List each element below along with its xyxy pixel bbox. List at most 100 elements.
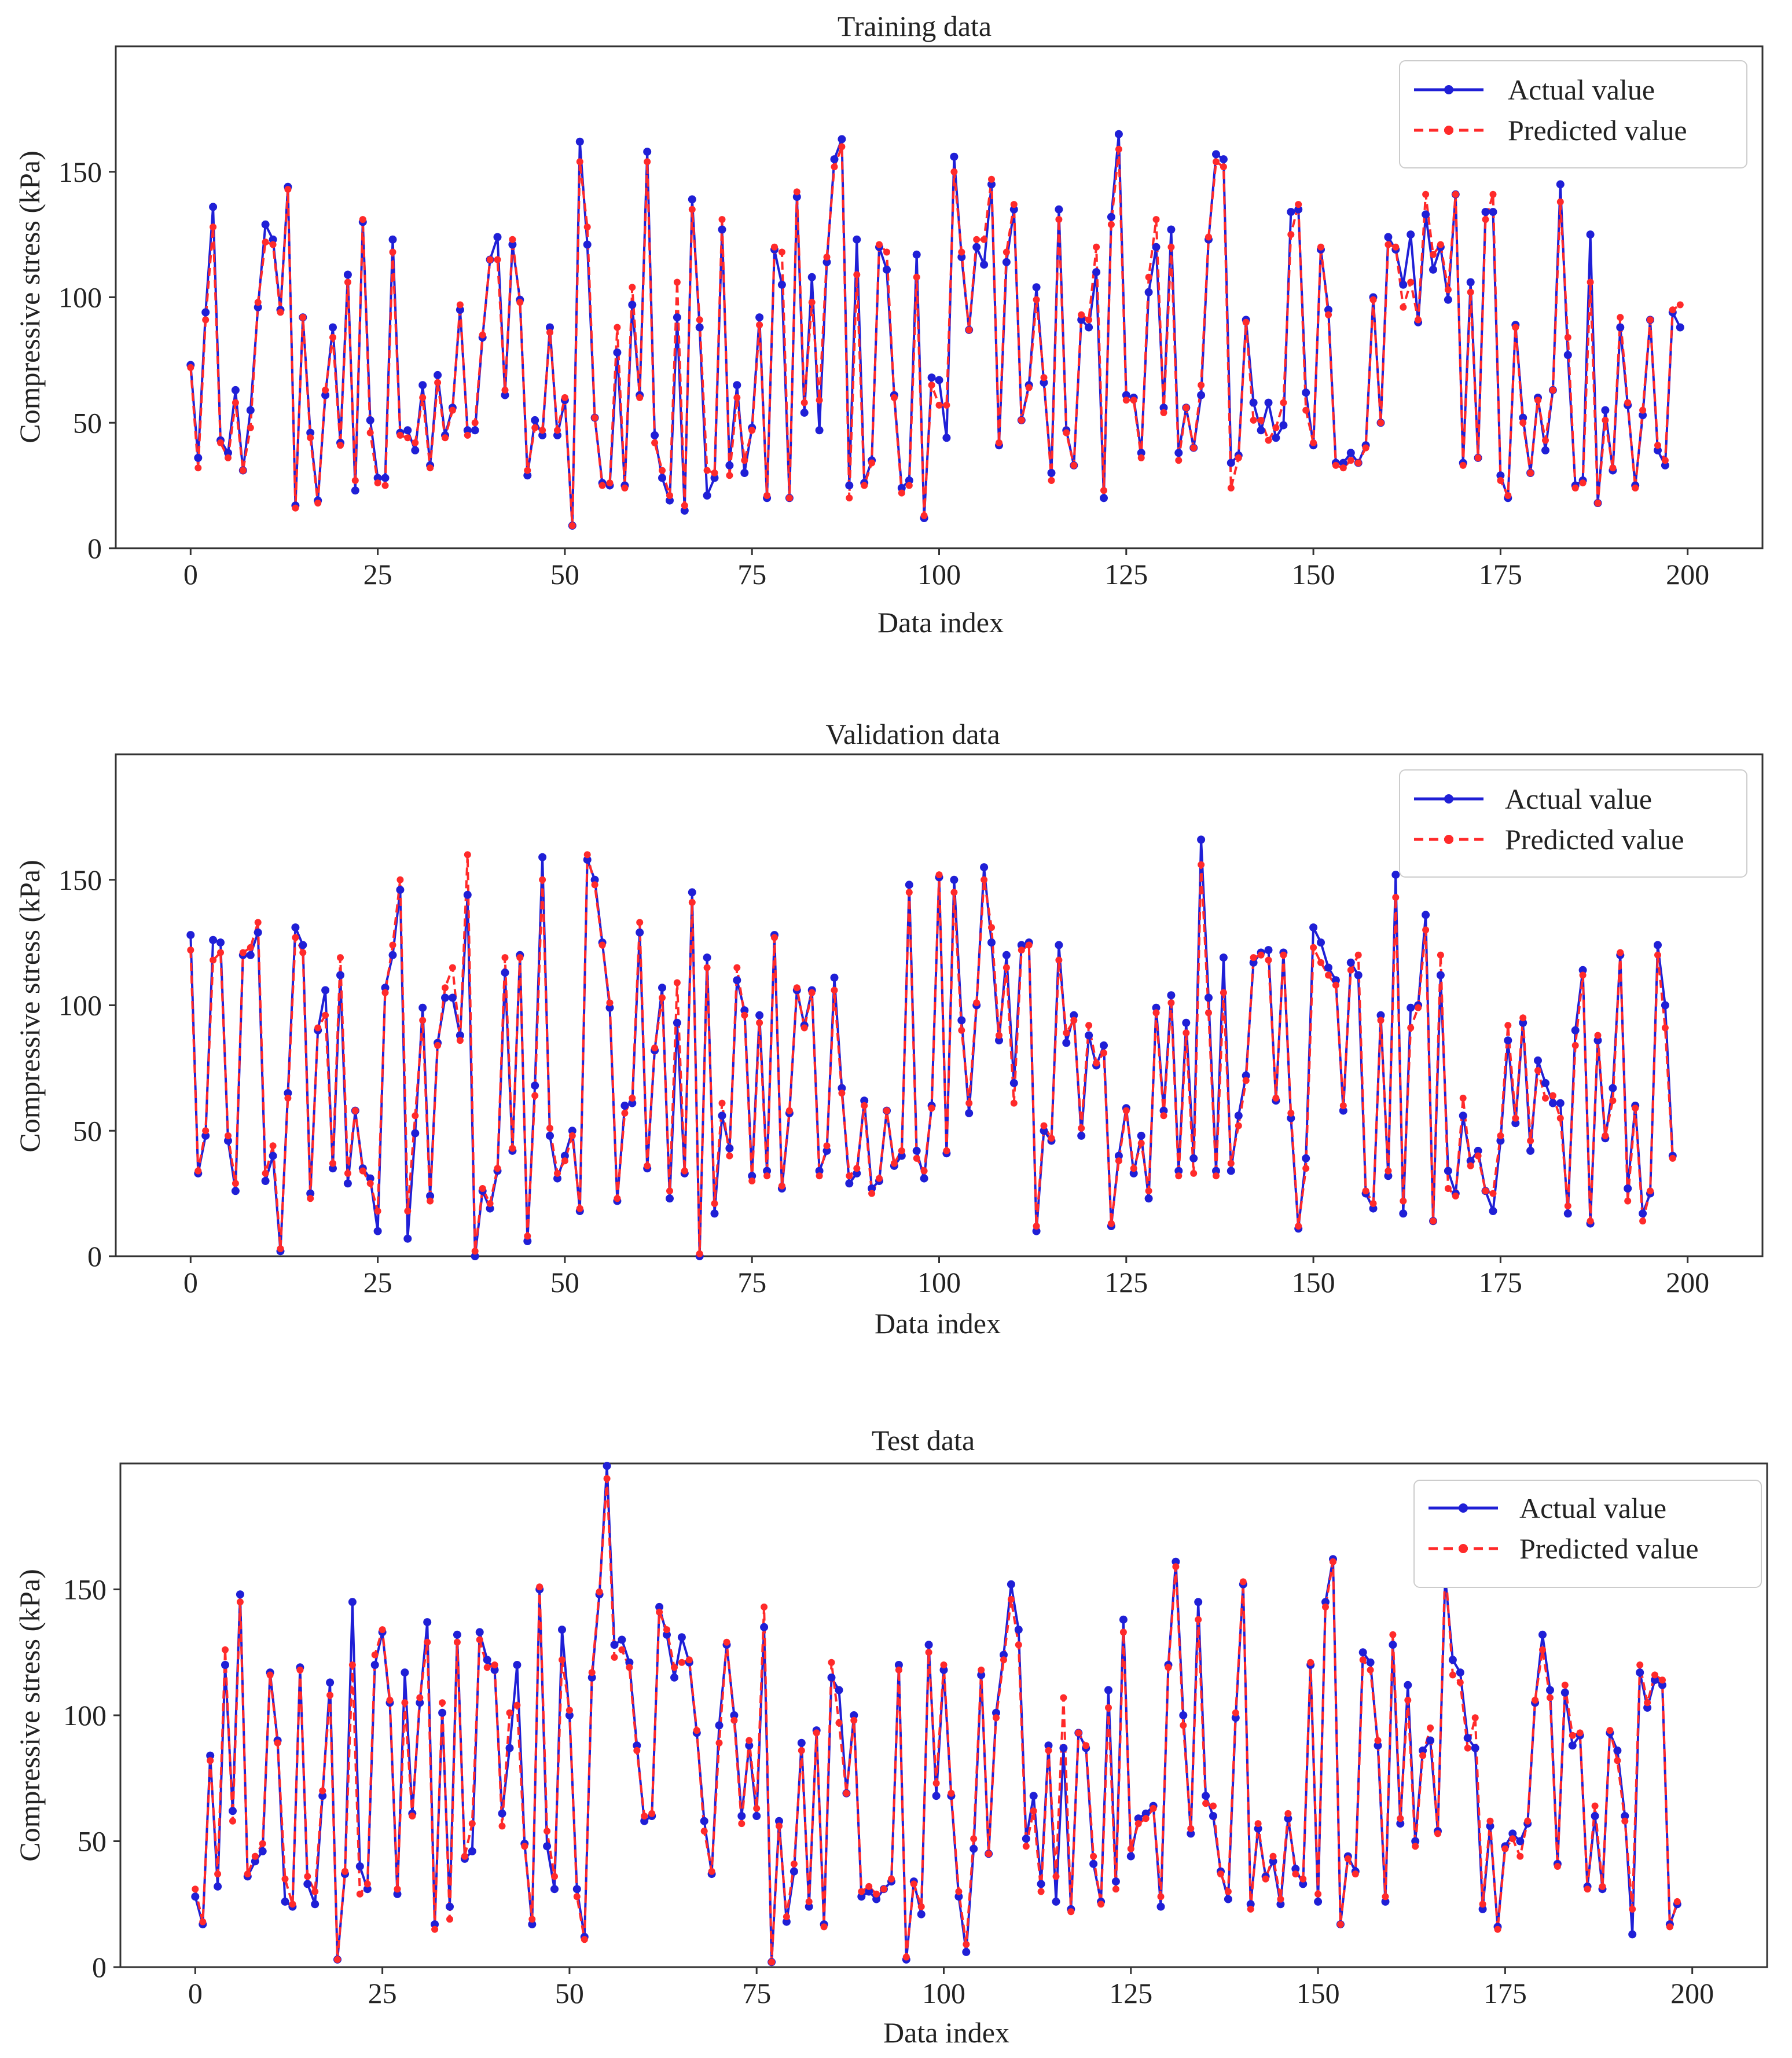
point-predicted [1669, 306, 1676, 314]
point-predicted [187, 364, 194, 371]
point-predicted [666, 492, 673, 499]
legend-actual-label: Actual value [1505, 783, 1652, 815]
point-actual [972, 243, 981, 251]
point-actual [1202, 1792, 1210, 1800]
x-tick-label: 175 [1479, 558, 1522, 590]
point-actual [284, 1089, 292, 1098]
point-actual [1496, 471, 1505, 480]
point-predicted [858, 1888, 865, 1895]
x-axis-label: Data index [883, 2016, 1009, 2049]
point-predicted [1205, 1009, 1212, 1017]
point-predicted [222, 1646, 229, 1653]
point-actual [700, 1817, 708, 1825]
point-actual [553, 431, 561, 439]
point-actual [1114, 1151, 1123, 1160]
point-actual [1141, 1809, 1150, 1818]
point-predicted [348, 1661, 356, 1668]
point-predicted [274, 1739, 281, 1747]
point-predicted [1060, 1694, 1067, 1701]
point-predicted [217, 439, 224, 446]
point-predicted [471, 1248, 479, 1255]
point-predicted [1482, 216, 1489, 223]
x-tick-label: 75 [742, 1977, 771, 2009]
point-predicted [910, 1880, 917, 1888]
point-actual [306, 1189, 315, 1198]
point-predicted [1010, 201, 1018, 208]
point-predicted [1669, 1154, 1676, 1162]
point-predicted [1239, 1578, 1247, 1586]
point-actual [815, 1166, 824, 1175]
point-predicted [1659, 1677, 1666, 1684]
point-actual [1463, 1734, 1472, 1742]
point-predicted [1369, 296, 1377, 303]
point-predicted [1018, 416, 1025, 424]
point-predicted [427, 1197, 434, 1205]
point-predicted [1392, 243, 1400, 251]
point-predicted [1145, 1187, 1152, 1195]
point-actual [640, 1817, 649, 1825]
chart-training: Training data Data index Compressive str… [13, 10, 1764, 639]
point-predicted [202, 1127, 210, 1135]
point-predicted [1617, 949, 1624, 956]
point-predicted [614, 324, 621, 331]
point-predicted [861, 482, 868, 489]
point-actual [501, 969, 509, 977]
y-tick-label: 100 [58, 281, 102, 314]
point-predicted [374, 479, 381, 487]
point-actual [1578, 966, 1587, 974]
point-actual [782, 1917, 791, 1926]
point-predicted [461, 1852, 468, 1860]
point-predicted [1287, 1109, 1295, 1117]
point-actual [636, 928, 644, 937]
point-predicted [1280, 399, 1287, 406]
point-actual [1022, 1835, 1030, 1843]
point-actual [572, 1885, 581, 1894]
point-predicted [509, 236, 516, 243]
point-actual [538, 853, 547, 861]
point-predicted [1317, 243, 1324, 251]
point-predicted [1198, 381, 1205, 389]
point-actual [321, 391, 330, 399]
point-predicted [199, 1918, 207, 1925]
point-actual [666, 496, 674, 505]
point-actual [939, 1666, 948, 1674]
point-predicted [1172, 1563, 1180, 1571]
point-predicted [1137, 454, 1145, 461]
axis-ticks: 0 25 50 75 100 125 150 175 200 0 50 100 150 [63, 1573, 1714, 2010]
point-predicted [314, 1024, 322, 1032]
point-predicted [524, 467, 531, 474]
point-actual [1374, 1741, 1382, 1750]
point-predicted [641, 1813, 648, 1819]
y-tick-label: 0 [87, 532, 102, 564]
point-actual [1511, 1119, 1520, 1128]
point-actual [363, 1885, 372, 1894]
point-predicted [883, 248, 890, 256]
point-predicted [1265, 436, 1272, 444]
point-predicted [456, 1037, 464, 1044]
point-predicted [588, 1669, 596, 1677]
point-actual [216, 938, 225, 947]
point-actual [1519, 1018, 1527, 1027]
point-predicted [554, 1169, 561, 1177]
point-predicted [1190, 1169, 1198, 1177]
point-predicted [1025, 941, 1033, 949]
point-actual [1219, 155, 1228, 164]
point-actual [258, 1847, 267, 1855]
point-predicted [1632, 1105, 1639, 1112]
point-predicted [596, 1588, 603, 1595]
point-actual [1548, 1099, 1557, 1107]
point-predicted [1621, 1817, 1629, 1825]
point-actual [805, 1902, 813, 1911]
point-predicted [1175, 457, 1183, 464]
point-predicted [1509, 1835, 1516, 1843]
point-predicted [1167, 243, 1175, 251]
point-predicted [1412, 1843, 1419, 1850]
point-predicted [678, 1659, 685, 1666]
point-actual [1474, 1146, 1482, 1155]
point-predicted [917, 1903, 925, 1910]
point-actual [423, 1618, 432, 1627]
point-predicted [1519, 1014, 1527, 1022]
point-actual [456, 306, 464, 314]
point-predicted [1325, 311, 1332, 318]
point-actual [1159, 403, 1168, 412]
